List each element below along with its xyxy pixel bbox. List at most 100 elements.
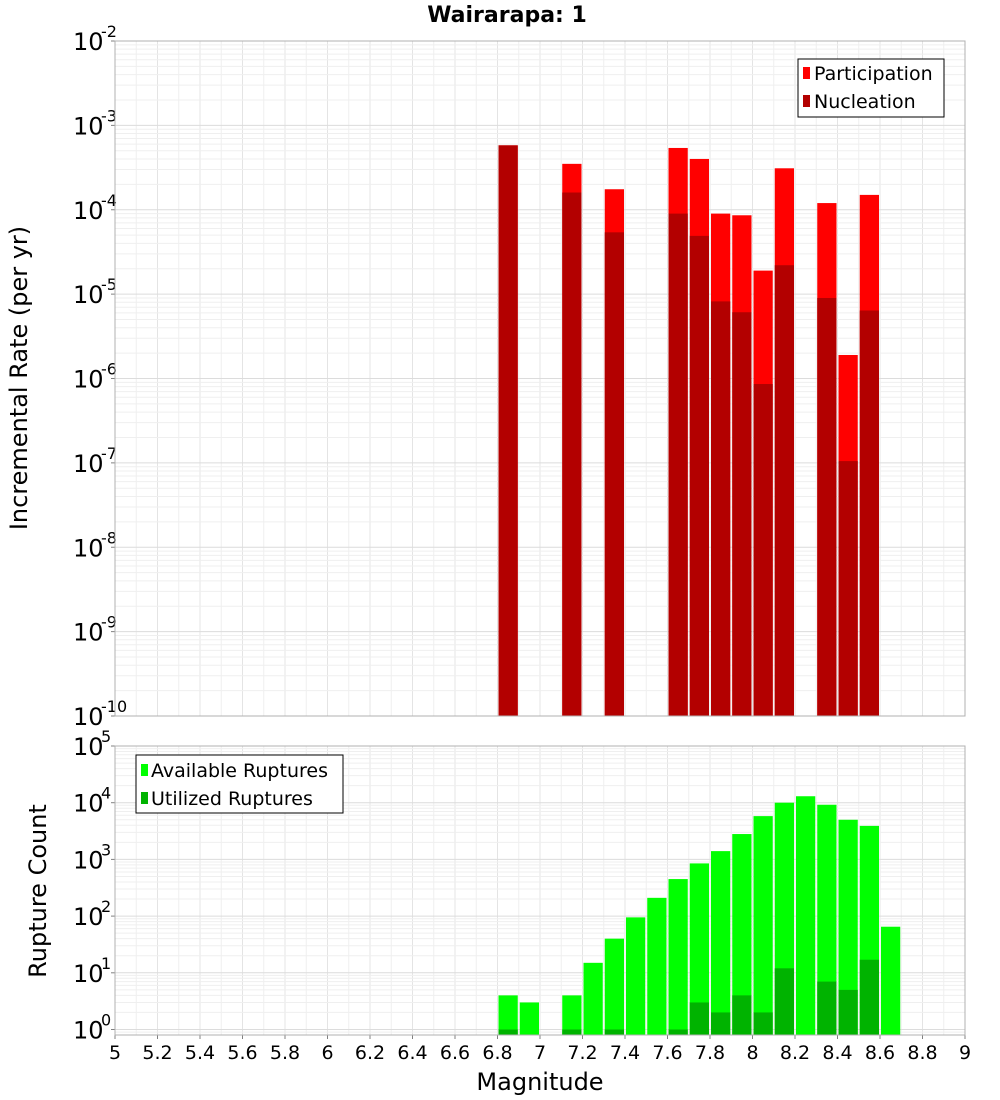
y-tick-label: 10 <box>73 846 104 874</box>
x-tick-label: 7 <box>534 1042 546 1064</box>
x-tick-label: 7.8 <box>695 1042 725 1064</box>
bottom-legend: Available Ruptures Utilized Ruptures <box>135 754 344 814</box>
y-tick-label: 10 <box>73 960 104 988</box>
x-tick-label: 6.4 <box>397 1042 427 1064</box>
bar-available-ruptures <box>626 917 646 1035</box>
y-tick-label: 10 <box>73 1017 104 1045</box>
bar-utilized-ruptures <box>604 1029 624 1035</box>
bar-nucleation <box>668 213 688 717</box>
y-tick-label: 10 <box>73 28 104 56</box>
y-tick-label: 10 <box>73 281 104 309</box>
bar-nucleation <box>732 312 752 716</box>
bar-available-ruptures <box>838 819 858 1035</box>
y-tick-label: 10 <box>73 197 104 225</box>
x-tick-label: 8.6 <box>865 1042 895 1064</box>
bar-available-ruptures <box>604 938 624 1035</box>
bar-available-ruptures <box>498 995 518 1035</box>
y-tick-label: 10 <box>73 790 104 818</box>
y-tick-exponent: -8 <box>101 528 117 547</box>
bar-available-ruptures <box>647 897 667 1035</box>
bar-available-ruptures <box>668 879 688 1035</box>
bar-available-ruptures <box>881 926 901 1035</box>
y-tick-exponent: -7 <box>101 444 117 463</box>
legend-participation: Participation <box>814 63 933 85</box>
bar-available-ruptures <box>753 816 773 1035</box>
x-tick-label: 8.4 <box>822 1042 852 1064</box>
top-y-axis-label: Incremental Rate (per yr) <box>5 226 33 530</box>
x-tick-label: 8 <box>746 1042 758 1064</box>
bar-available-ruptures <box>732 834 752 1035</box>
bar-nucleation <box>774 265 794 716</box>
chart-title: Wairarapa: 1 <box>427 3 587 28</box>
y-tick-exponent: -3 <box>101 106 117 125</box>
y-tick-exponent: -4 <box>101 191 117 210</box>
x-tick-label: 5 <box>109 1042 121 1064</box>
bottom-plot-bars <box>498 796 901 1035</box>
y-tick-label: 10 <box>73 733 104 761</box>
x-tick-label: 8.8 <box>907 1042 937 1064</box>
participation-swatch <box>803 67 810 79</box>
y-tick-label: 10 <box>73 450 104 478</box>
bottom-plot-frame <box>114 745 966 1036</box>
bar-nucleation <box>859 310 879 716</box>
bar-utilized-ruptures <box>817 981 837 1035</box>
x-tick-label: 5.8 <box>270 1042 300 1064</box>
y-tick-label: 10 <box>73 112 104 140</box>
y-tick-exponent: 0 <box>101 1011 111 1030</box>
y-tick-exponent: 1 <box>101 954 111 973</box>
bar-available-ruptures <box>689 863 709 1035</box>
available-ruptures-swatch <box>141 764 148 776</box>
bottom-legend-box <box>135 754 344 814</box>
x-tick-label: 5.4 <box>185 1042 215 1064</box>
x-tick-labels: 5 5.2 5.4 5.6 5.8 6 6.2 6.4 6.6 6.8 7 7.2 7.4 7.6 7.8 8… <box>109 1035 971 1064</box>
x-tick-label: 9 <box>959 1042 971 1064</box>
top-legend: Participation Nucleation <box>797 58 945 118</box>
x-tick-label: 5.6 <box>227 1042 257 1064</box>
x-tick-label: 7.6 <box>652 1042 682 1064</box>
y-tick-exponent: 4 <box>101 784 111 803</box>
y-tick-exponent: 5 <box>101 727 111 746</box>
bar-available-ruptures <box>711 851 731 1035</box>
bar-available-ruptures <box>796 796 816 1035</box>
bar-utilized-ruptures <box>753 1012 773 1035</box>
x-axis-label: Magnitude <box>476 1068 603 1096</box>
bar-nucleation <box>711 301 731 716</box>
y-tick-label: 10 <box>73 366 104 394</box>
y-tick-label: 10 <box>73 703 104 731</box>
bar-nucleation <box>753 384 773 716</box>
bar-nucleation <box>689 235 709 716</box>
bar-utilized-ruptures <box>711 1012 731 1035</box>
y-tick-exponent: 2 <box>101 897 111 916</box>
bar-utilized-ruptures <box>562 1029 582 1035</box>
nucleation-swatch <box>803 95 810 107</box>
y-tick-exponent: 3 <box>101 840 111 859</box>
bar-nucleation <box>838 461 858 716</box>
y-tick-label: 10 <box>73 903 104 931</box>
x-tick-label: 6.2 <box>355 1042 385 1064</box>
top-legend-box <box>797 58 945 118</box>
bar-nucleation <box>498 145 518 717</box>
bar-utilized-ruptures <box>838 989 858 1035</box>
y-tick-exponent: -9 <box>101 613 117 632</box>
legend-nucleation: Nucleation <box>814 91 916 113</box>
x-tick-label: 8.2 <box>780 1042 810 1064</box>
y-tick-exponent: -6 <box>101 360 117 379</box>
bar-available-ruptures <box>817 804 837 1035</box>
x-tick-label: 6.8 <box>482 1042 512 1064</box>
bar-nucleation <box>604 232 624 716</box>
legend-utilized-ruptures: Utilized Ruptures <box>151 788 313 810</box>
x-tick-label: 7.4 <box>610 1042 640 1064</box>
y-tick-exponent: -5 <box>101 275 117 294</box>
x-tick-label: 6 <box>321 1042 333 1064</box>
bar-nucleation <box>817 297 837 716</box>
bar-utilized-ruptures <box>732 995 752 1035</box>
y-tick-exponent: -2 <box>101 22 117 41</box>
top-plot-grid <box>115 41 965 717</box>
bottom-y-axis-label: Rupture Count <box>24 804 52 978</box>
x-tick-label: 5.2 <box>142 1042 172 1064</box>
bar-available-ruptures <box>583 962 603 1035</box>
top-plot-bars <box>498 145 879 717</box>
